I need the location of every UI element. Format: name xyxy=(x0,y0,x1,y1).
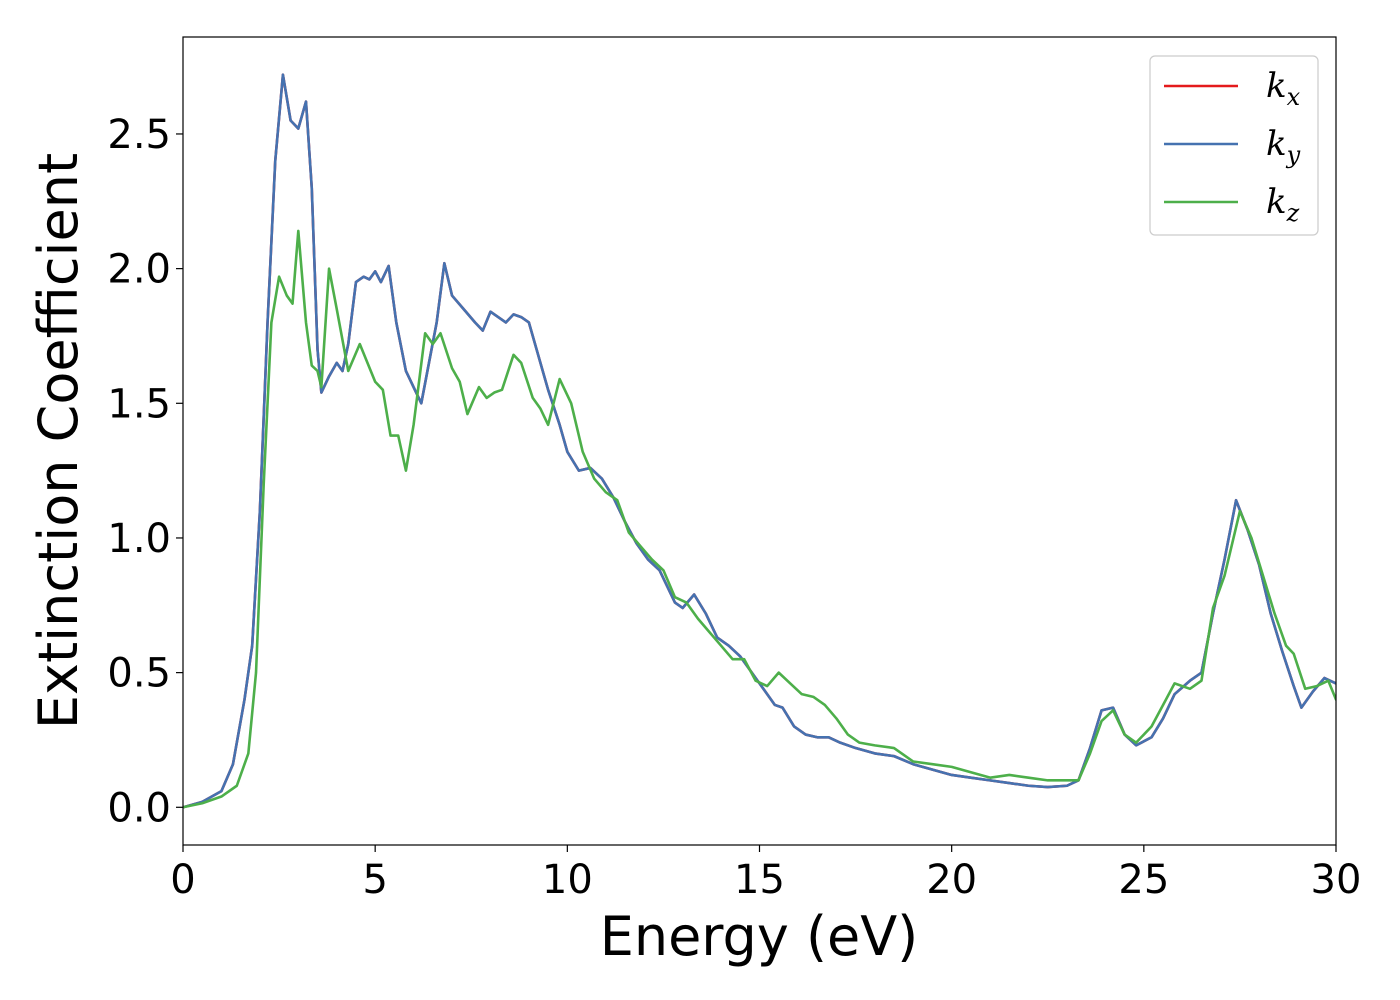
legend-box xyxy=(1149,55,1319,236)
x-tick-label: 30 xyxy=(1311,857,1362,903)
series-line-z xyxy=(183,229,1336,809)
legend-label-z: kz xyxy=(1266,182,1300,227)
y-tick-label: 0.0 xyxy=(107,785,171,831)
legend-label-subscript: y xyxy=(1286,141,1301,169)
legend-label-subscript: x xyxy=(1287,83,1301,111)
y-tick-label: 1.0 xyxy=(107,516,171,562)
legend-label-base: k xyxy=(1266,124,1287,164)
series-layer xyxy=(183,73,1336,809)
y-tick-label: 1.5 xyxy=(107,381,171,427)
legend-label-subscript: z xyxy=(1286,199,1300,227)
y-axis: 0.0 0.5 1.0 1.5 2.0 2.5 xyxy=(107,112,183,831)
x-axis-label: Energy (eV) xyxy=(600,905,919,968)
x-tick-label: 0 xyxy=(170,857,195,903)
x-tick-label: 20 xyxy=(926,857,977,903)
y-tick-label: 2.0 xyxy=(107,247,171,293)
legend-label-base: k xyxy=(1266,66,1287,106)
y-tick-label: 0.5 xyxy=(107,651,171,697)
legend-label-x: kx xyxy=(1266,66,1301,111)
x-tick-label: 10 xyxy=(542,857,593,903)
y-tick-label: 2.5 xyxy=(107,112,171,158)
legend-label-base: k xyxy=(1266,182,1287,222)
x-tick-label: 5 xyxy=(362,857,387,903)
x-axis: 0 5 10 15 20 25 30 xyxy=(170,845,1361,903)
y-axis-label: Extinction Coefficient xyxy=(27,153,90,729)
legend-label-y: ky xyxy=(1266,124,1301,169)
x-tick-label: 15 xyxy=(734,857,785,903)
x-tick-label: 25 xyxy=(1118,857,1169,903)
